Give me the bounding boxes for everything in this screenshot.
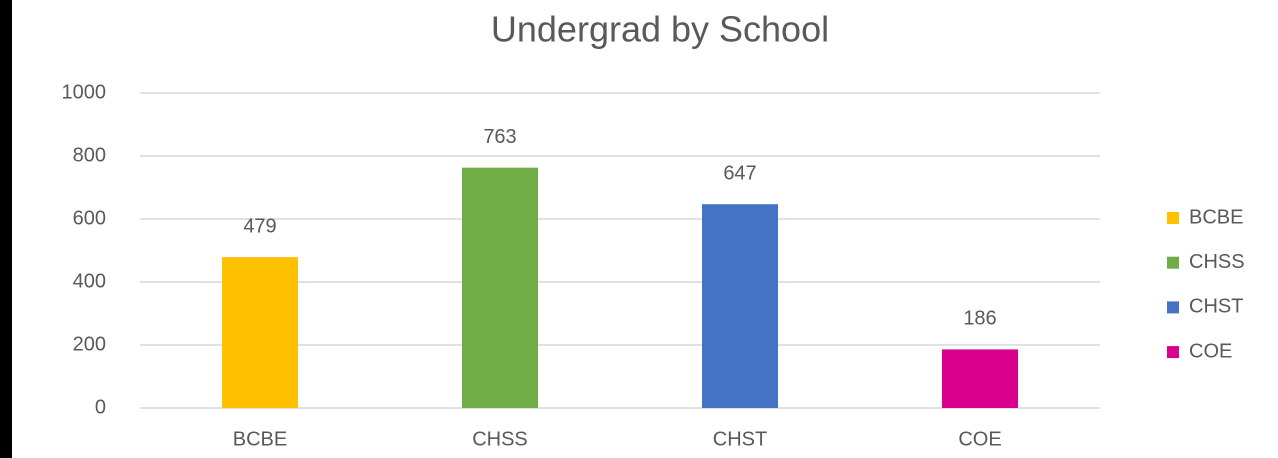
- legend-swatch: [1167, 346, 1179, 359]
- x-tick-label: BCBE: [233, 428, 287, 450]
- y-tick-label: 600: [73, 207, 106, 229]
- x-tick-label: CHST: [713, 428, 767, 450]
- data-label: 479: [243, 215, 276, 237]
- bar: [942, 349, 1018, 408]
- y-tick-label: 200: [73, 333, 106, 355]
- y-tick-label: 800: [73, 144, 106, 166]
- legend-label: BCBE: [1189, 206, 1243, 228]
- legend-label: CHST: [1189, 296, 1243, 318]
- data-label: 763: [483, 126, 516, 148]
- bar: [222, 257, 298, 408]
- bar: [462, 167, 538, 408]
- legend-swatch: [1167, 212, 1179, 224]
- x-tick-label: COE: [958, 428, 1001, 450]
- data-label: 186: [963, 308, 996, 330]
- y-tick-label: 0: [95, 396, 106, 418]
- legend-label: COE: [1189, 340, 1232, 362]
- y-tick-label: 1000: [62, 81, 107, 103]
- legend-swatch: [1167, 256, 1179, 269]
- legend-label: CHSS: [1189, 251, 1245, 273]
- legend-swatch: [1167, 301, 1179, 314]
- bar: [702, 204, 778, 408]
- data-label: 647: [723, 162, 756, 184]
- y-tick-label: 400: [73, 270, 106, 292]
- x-tick-label: CHSS: [472, 428, 528, 450]
- left-edge: [0, 0, 12, 458]
- chart-title: Undergrad by School: [491, 9, 829, 50]
